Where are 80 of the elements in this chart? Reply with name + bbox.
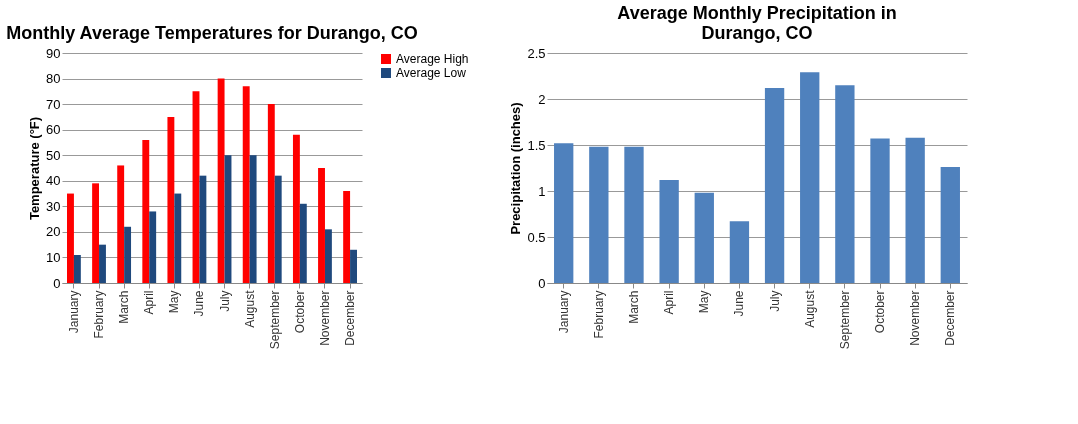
y-tick-label: 80 (46, 71, 61, 87)
y-tick-label: 50 (46, 147, 61, 163)
y-tick-label: 40 (46, 173, 61, 189)
legend-label: Average High (396, 52, 469, 66)
bar (299, 203, 307, 283)
y-axis-title: Precipitation (inches) (508, 102, 524, 235)
x-tick-label: February (591, 290, 606, 339)
x-tick-label: April (142, 290, 157, 315)
x-tick-label: August (242, 289, 257, 328)
bar (92, 183, 100, 283)
bar (835, 85, 855, 283)
y-tick-label: 1 (538, 183, 546, 199)
bar (149, 211, 157, 283)
x-tick-label: March (117, 290, 132, 324)
x-tick-label: December (943, 290, 958, 346)
y-tick-label: 1.5 (527, 137, 546, 153)
bar (659, 179, 679, 283)
bar (167, 116, 175, 283)
y-tick-label: 2 (538, 91, 546, 107)
x-tick-label: December (343, 290, 358, 346)
bar (350, 249, 357, 283)
x-tick-label: July (217, 290, 232, 312)
chart-title: Average Monthly Precipitation in Durango, CO (617, 3, 897, 43)
bar (343, 191, 351, 283)
bar (73, 254, 81, 283)
bar (217, 78, 225, 283)
bar (554, 143, 574, 283)
x-tick-label: October (292, 290, 307, 334)
x-tick-label: September (837, 290, 852, 350)
y-tick-label: 0 (538, 275, 546, 291)
chart-title: Monthly Average Temperatures for Durango, CO (6, 23, 418, 43)
y-tick-label: 70 (46, 96, 61, 112)
x-tick-label: September (267, 290, 282, 350)
y-tick-label: 2.5 (527, 45, 546, 61)
bar (589, 146, 609, 283)
y-tick-label: 0 (53, 275, 61, 291)
bar (199, 175, 207, 283)
x-tick-label: January (66, 290, 81, 334)
y-tick-label: 0.5 (527, 229, 546, 245)
y-tick-label: 10 (46, 249, 61, 265)
bar (694, 192, 714, 283)
bar (249, 155, 257, 283)
x-tick-label: July (767, 290, 782, 312)
bar (117, 165, 125, 283)
y-axis-title: Temperature (°F) (27, 116, 43, 221)
y-tick-label: 30 (46, 198, 61, 214)
bar (242, 86, 250, 283)
bar (318, 168, 325, 283)
bar (729, 221, 750, 283)
legend-label: Average Low (396, 66, 467, 80)
x-tick-label: May (697, 290, 712, 314)
x-tick-label: June (192, 290, 207, 317)
bar (870, 138, 890, 283)
bar (99, 244, 106, 283)
bar (267, 104, 275, 283)
bar (274, 175, 282, 283)
x-tick-label: August (802, 289, 817, 328)
bar (124, 226, 132, 283)
bar (905, 137, 925, 283)
y-tick-label: 60 (46, 122, 61, 138)
bar (324, 229, 332, 283)
x-tick-label: October (873, 290, 888, 334)
x-tick-label: January (556, 290, 571, 334)
bar (764, 87, 785, 283)
bar (800, 72, 820, 283)
x-tick-label: May (167, 290, 182, 314)
bar (142, 139, 150, 283)
y-tick-label: 90 (46, 45, 61, 61)
bar (174, 193, 182, 283)
x-tick-label: June (732, 290, 747, 317)
y-tick-label: 20 (46, 224, 61, 240)
bar (940, 167, 960, 283)
x-tick-label: November (317, 290, 332, 346)
bar (292, 134, 300, 283)
x-tick-label: February (92, 290, 107, 339)
x-tick-label: November (908, 290, 923, 346)
bar (624, 146, 644, 283)
x-tick-label: March (626, 290, 641, 324)
x-tick-label: April (662, 290, 677, 315)
bar (67, 193, 74, 283)
